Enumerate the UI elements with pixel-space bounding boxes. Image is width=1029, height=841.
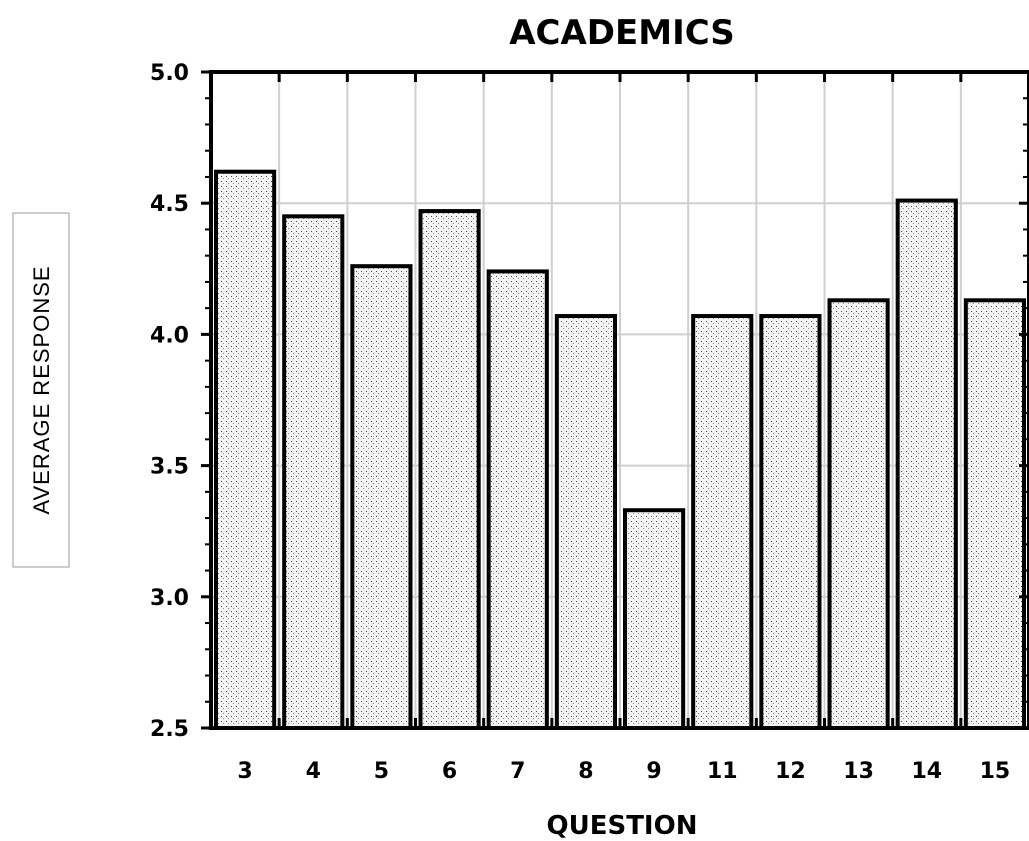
y-axis: 2.5 3.0 3.5 4.0 4.5 5.0 bbox=[150, 61, 1029, 742]
y-tick-label: 3.0 bbox=[150, 586, 189, 611]
x-tick-label: 3 bbox=[237, 759, 252, 784]
bar-q15 bbox=[963, 298, 1026, 730]
x-tick-label: 14 bbox=[911, 759, 942, 784]
bar-q14 bbox=[895, 198, 958, 731]
x-tick-label: 4 bbox=[306, 759, 321, 784]
x-tick-label: 12 bbox=[775, 759, 806, 784]
x-axis-title: QUESTION bbox=[547, 811, 698, 841]
bar-q9 bbox=[623, 508, 686, 731]
bar-q7 bbox=[486, 269, 549, 730]
bar-q3 bbox=[214, 169, 277, 731]
bar-q11 bbox=[691, 314, 754, 730]
y-tick-label: 5.0 bbox=[150, 61, 189, 86]
bar-q13 bbox=[827, 298, 890, 730]
x-tick-label: 8 bbox=[578, 759, 593, 784]
x-tick-label: 11 bbox=[707, 759, 738, 784]
x-tick-label: 7 bbox=[510, 759, 525, 784]
bar-q8 bbox=[554, 314, 617, 730]
x-tick-label: 13 bbox=[843, 759, 874, 784]
y-axis-title-box bbox=[12, 212, 70, 568]
x-axis: 3 4 5 6 7 8 9 11 12 13 14 15 bbox=[237, 72, 1010, 784]
x-tick-label: 6 bbox=[442, 759, 457, 784]
y-tick-label: 2.5 bbox=[150, 717, 189, 742]
y-axis-title: AVERAGE RESPONSE bbox=[29, 265, 54, 514]
bar-q4 bbox=[282, 214, 345, 730]
bar-q5 bbox=[350, 264, 413, 730]
bar-q12 bbox=[759, 314, 822, 730]
y-tick-label: 4.0 bbox=[150, 323, 189, 348]
x-tick-label: 9 bbox=[646, 759, 661, 784]
x-tick-label: 15 bbox=[980, 759, 1011, 784]
x-tick-label: 5 bbox=[374, 759, 389, 784]
bar-q6 bbox=[418, 209, 481, 730]
grid bbox=[211, 72, 1029, 728]
y-tick-label: 4.5 bbox=[150, 192, 189, 217]
bars bbox=[214, 169, 1026, 731]
chart-title: ACADEMICS bbox=[509, 13, 735, 53]
y-tick-label: 3.5 bbox=[150, 455, 189, 480]
